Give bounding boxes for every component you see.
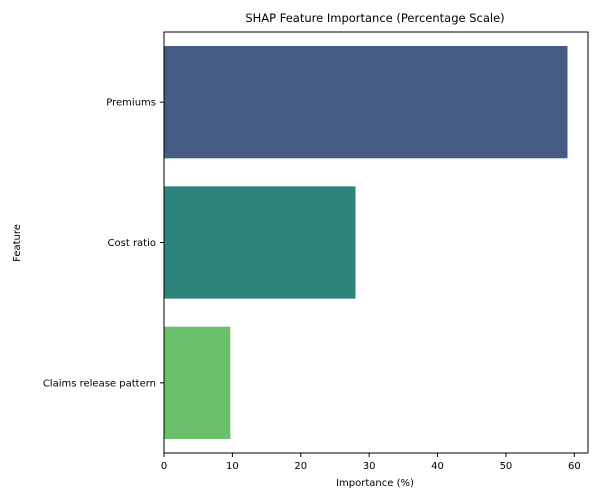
chart-title: SHAP Feature Importance (Percentage Scal… — [245, 11, 504, 25]
y-tick-label: Claims release pattern — [43, 378, 156, 389]
x-tick-label: 60 — [568, 461, 581, 472]
x-tick-label: 50 — [500, 461, 513, 472]
x-tick-label: 30 — [363, 461, 376, 472]
x-tick-label: 20 — [294, 461, 307, 472]
y-tick-label: Cost ratio — [108, 238, 156, 249]
x-axis-label: Importance (%) — [336, 478, 414, 489]
x-tick-label: 10 — [226, 461, 239, 472]
bar-cost-ratio — [164, 186, 356, 299]
bars — [164, 46, 568, 439]
x-axis-ticks: 0 10 20 30 40 50 60 — [161, 453, 581, 472]
bar-premiums — [164, 46, 568, 159]
y-tick-label: Premiums — [106, 98, 156, 109]
y-axis-label: Feature — [12, 224, 23, 262]
y-axis-ticks: Premiums Cost ratio Claims release pattern — [43, 98, 164, 389]
x-tick-label: 40 — [431, 461, 444, 472]
bar-claims-release-pattern — [164, 326, 231, 439]
x-tick-label: 0 — [161, 461, 167, 472]
plot-frame — [163, 31, 589, 454]
